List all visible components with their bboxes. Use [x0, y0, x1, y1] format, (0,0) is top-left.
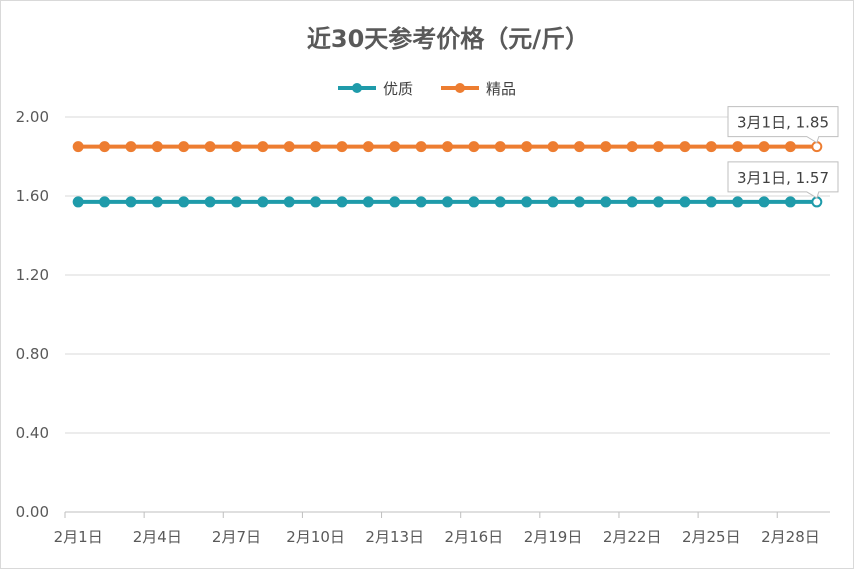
y-tick-label: 1.60	[16, 187, 49, 205]
data-point	[204, 141, 216, 153]
data-point	[230, 141, 242, 153]
data-point	[99, 196, 111, 208]
x-tick-label: 2月22日	[603, 528, 662, 546]
data-callouts: 3月1日, 1.85 3月1日, 1.57	[727, 106, 839, 199]
data-point	[732, 141, 744, 153]
callout-box	[727, 161, 839, 199]
series-优质	[72, 196, 823, 208]
data-point	[442, 141, 453, 153]
y-tick-label: 2.00	[16, 108, 49, 126]
data-point	[732, 196, 744, 208]
data-point	[125, 141, 137, 153]
data-point	[758, 141, 770, 153]
data-point	[600, 196, 612, 208]
legend-marker	[352, 83, 362, 93]
data-point	[626, 196, 638, 208]
x-tick-label: 2月4日	[133, 528, 182, 546]
data-point	[310, 196, 322, 208]
data-point	[468, 141, 480, 153]
data-point	[151, 196, 163, 208]
data-point	[521, 141, 533, 153]
data-point	[336, 141, 348, 153]
data-point	[415, 196, 427, 208]
data-point	[415, 141, 427, 153]
x-tick-label: 2月7日	[212, 528, 261, 546]
data-point	[653, 141, 665, 153]
data-point	[811, 141, 823, 153]
data-point	[784, 196, 796, 208]
data-point	[653, 196, 665, 208]
data-point	[547, 196, 559, 208]
y-tick-label: 0.40	[16, 424, 49, 442]
data-point	[72, 141, 84, 153]
data-point	[389, 196, 401, 208]
x-tick-label: 2月16日	[445, 528, 504, 546]
y-axis: 0.00 0.40 0.80 1.20 1.60 2.00	[16, 108, 49, 521]
legend: 优质 精品	[338, 80, 516, 98]
data-point	[705, 141, 717, 153]
x-tick-label: 2月13日	[365, 528, 424, 546]
data-point	[362, 196, 374, 208]
data-point	[547, 141, 559, 153]
data-point	[679, 196, 691, 208]
data-callout: 3月1日, 1.57	[727, 161, 839, 199]
data-point	[230, 196, 242, 208]
legend-label: 优质	[383, 80, 413, 98]
data-point	[494, 141, 506, 153]
data-point	[705, 196, 717, 208]
x-tick-label: 2月1日	[54, 528, 103, 546]
data-point	[758, 196, 770, 208]
data-point	[573, 141, 585, 153]
legend-label: 精品	[486, 80, 516, 98]
data-point	[125, 196, 137, 208]
data-point	[521, 196, 533, 208]
data-point	[204, 196, 216, 208]
data-point	[336, 196, 348, 208]
data-point	[442, 196, 453, 208]
chart-title: 近30天参考价格（元/斤）	[307, 25, 589, 53]
callout-box	[727, 106, 839, 144]
data-point	[72, 196, 84, 208]
x-tick-label: 2月28日	[761, 528, 820, 546]
data-point	[178, 196, 190, 208]
data-point	[784, 141, 796, 153]
data-point	[811, 196, 823, 208]
legend-marker	[455, 83, 465, 93]
y-tick-label: 0.00	[16, 503, 49, 521]
data-point	[573, 196, 585, 208]
data-point	[362, 141, 374, 153]
data-point	[151, 141, 163, 153]
x-tick-label: 2月19日	[524, 528, 583, 546]
x-axis: 2月1日 2月4日 2月7日 2月10日 2月13日 2月16日 2月19日 2月22日 2月2…	[54, 512, 820, 546]
data-point	[99, 141, 111, 153]
callout-label: 3月1日, 1.57	[737, 169, 829, 187]
legend-item: 精品	[441, 80, 516, 98]
callout-label: 3月1日, 1.85	[737, 114, 829, 132]
data-point	[178, 141, 190, 153]
data-point	[494, 196, 506, 208]
data-point	[310, 141, 322, 153]
data-point	[626, 141, 638, 153]
x-tick-label: 2月25日	[682, 528, 741, 546]
data-point	[389, 141, 401, 153]
data-point	[600, 141, 612, 153]
y-tick-label: 0.80	[16, 345, 49, 363]
series-group	[72, 141, 823, 208]
data-point	[283, 141, 295, 153]
y-tick-label: 1.20	[16, 266, 49, 284]
data-point	[679, 141, 691, 153]
x-tick-label: 2月10日	[286, 528, 345, 546]
series-精品	[72, 141, 823, 153]
data-point	[257, 141, 269, 153]
data-point	[283, 196, 295, 208]
data-point	[257, 196, 269, 208]
data-point	[468, 196, 480, 208]
data-callout: 3月1日, 1.85	[727, 106, 839, 144]
gridlines	[65, 116, 830, 513]
legend-item: 优质	[338, 80, 413, 98]
